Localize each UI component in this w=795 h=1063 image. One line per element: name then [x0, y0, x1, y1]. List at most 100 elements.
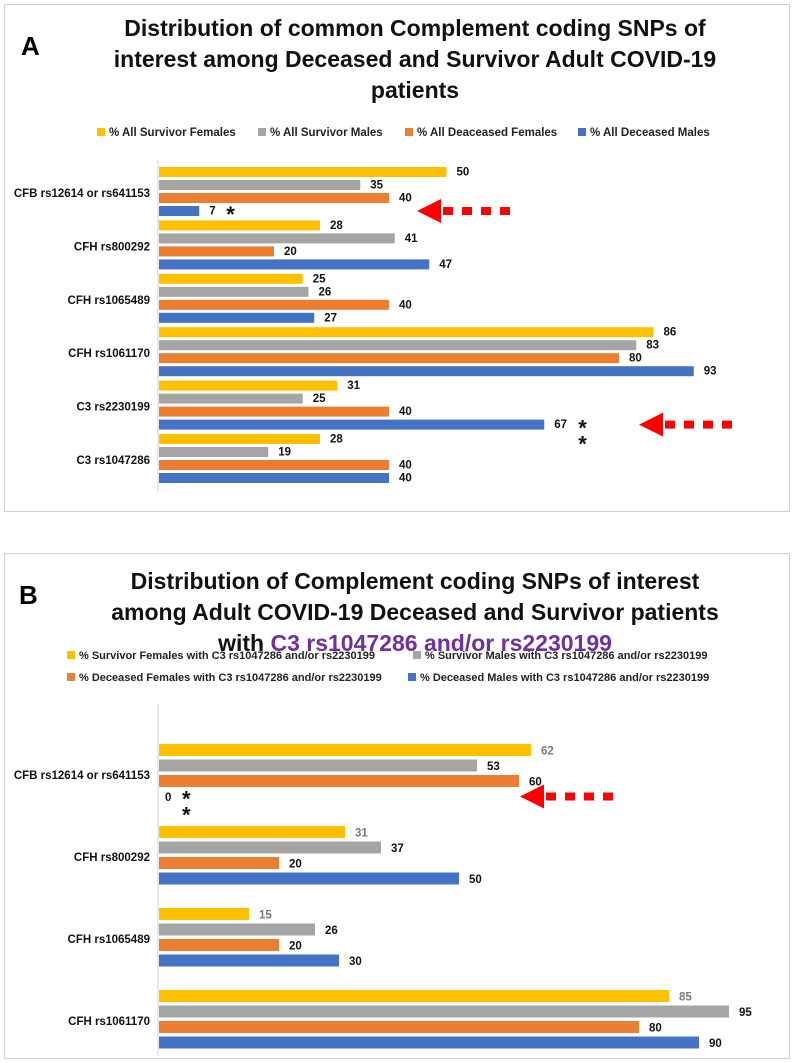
data-label: 0 — [165, 792, 171, 804]
data-label: 62 — [541, 746, 554, 758]
bar — [159, 872, 459, 885]
bar — [159, 167, 447, 177]
data-label: 20 — [289, 859, 302, 871]
data-label: 50 — [457, 167, 470, 179]
data-label: 95 — [739, 1007, 752, 1019]
legend-label: % Survivor Females with C3 rs1047286 and… — [79, 650, 375, 662]
chart-b-plot: CFB rs12614 or rs641153 62 53 60 0 CFH rs8002… — [14, 704, 752, 1056]
bar — [159, 990, 669, 1002]
legend-label: % All Deceased Males — [590, 127, 710, 139]
bar — [159, 434, 320, 444]
chart-a-plot: CFB rs12614 or rs641153 50 35 40 7 CFH rs8002… — [14, 160, 732, 492]
data-label: 25 — [313, 393, 326, 405]
data-label: 31 — [347, 380, 360, 392]
data-label: 80 — [649, 1023, 662, 1035]
legend-item: % All Survivor Males — [258, 127, 383, 139]
panel-b: B Distribution of Complement coding SNPs… — [4, 553, 790, 1059]
bar — [159, 841, 381, 854]
panel-a: A Distribution of common Complement codi… — [4, 4, 790, 512]
legend-swatch — [413, 651, 421, 659]
data-label: 25 — [313, 273, 326, 285]
data-label: 15 — [259, 910, 272, 922]
significance-asterisk: * — [578, 432, 587, 457]
data-label: 37 — [391, 843, 404, 855]
data-label: 19 — [278, 447, 291, 459]
title-line-1: Distribution of Complement coding SNPs o… — [130, 568, 700, 594]
chart-title: Distribution of Complement coding SNPs o… — [75, 566, 755, 659]
bar — [159, 923, 315, 936]
category-label: CFB rs12614 or rs641153 — [14, 770, 150, 782]
legend-item: % Deceased Females with C3 rs1047286 and… — [67, 672, 382, 684]
bar — [159, 220, 320, 231]
category-label: C3 rs1047286 — [76, 455, 150, 467]
bar — [159, 775, 519, 787]
legend-swatch — [67, 651, 75, 659]
legend-item: % All Deceased Males — [578, 127, 710, 139]
significance-asterisk: * — [226, 202, 235, 227]
data-label: 26 — [325, 925, 338, 937]
data-label: 47 — [439, 259, 452, 271]
data-label: 28 — [330, 434, 343, 446]
data-label: 30 — [349, 956, 362, 968]
data-label: 83 — [646, 340, 659, 352]
data-label: 7 — [209, 206, 215, 218]
title-prefix: with — [218, 630, 271, 656]
legend-swatch — [258, 128, 266, 136]
bar — [159, 180, 361, 190]
significance-asterisk: * — [182, 787, 191, 812]
data-label: 35 — [370, 180, 383, 192]
bar — [159, 233, 395, 244]
bar — [159, 353, 619, 364]
data-label: 40 — [399, 193, 412, 205]
bar — [159, 857, 279, 869]
bar — [159, 759, 477, 772]
legend-label: % All Survivor Females — [109, 127, 236, 139]
bar — [159, 259, 430, 270]
category-label: CFH rs800292 — [74, 241, 150, 253]
legend-item: % Survivor Males with C3 rs1047286 and/o… — [413, 650, 708, 662]
legend-swatch — [97, 128, 105, 136]
data-label: 85 — [679, 992, 692, 1004]
legend-label: % All Deaceased Females — [417, 127, 558, 139]
legend-swatch — [405, 128, 413, 136]
data-label: 20 — [284, 246, 297, 258]
category-label: CFB rs12614 or rs641153 — [14, 188, 150, 200]
bar — [159, 419, 545, 430]
bar — [159, 246, 274, 257]
data-label: 86 — [664, 327, 677, 339]
category-label: CFH rs1061170 — [68, 348, 150, 360]
panel-letter: B — [19, 580, 38, 610]
legend-item: % Survivor Females with C3 rs1047286 and… — [67, 650, 375, 662]
bar — [159, 327, 654, 338]
category-label: CFH rs800292 — [74, 852, 150, 864]
data-label: 27 — [324, 312, 337, 324]
bar — [159, 193, 389, 203]
legend-item: % All Survivor Females — [97, 127, 236, 139]
title-line-1: Distribution of common Complement coding… — [124, 15, 706, 41]
title-line-3: with C3 rs1047286 and/or rs2230199 — [75, 628, 755, 659]
bar — [159, 954, 339, 967]
category-label: CFH rs1065489 — [68, 295, 150, 307]
data-label: 40 — [399, 299, 412, 311]
bar — [159, 366, 694, 377]
bar — [159, 1036, 699, 1049]
legend-item: % All Deaceased Females — [405, 127, 557, 139]
title-line-2: among Adult COVID-19 Deceased and Surviv… — [111, 599, 719, 625]
bar — [159, 393, 303, 404]
data-label: 31 — [355, 828, 368, 840]
data-label: 90 — [709, 1038, 722, 1050]
bar — [159, 460, 389, 470]
category-label: CFH rs1061170 — [68, 1016, 150, 1028]
highlight-arrow — [417, 199, 510, 223]
data-label: 41 — [405, 233, 418, 245]
legend-label: % All Survivor Males — [270, 127, 383, 139]
legend-label: % Survivor Males with C3 rs1047286 and/o… — [425, 650, 708, 662]
bar — [159, 908, 249, 920]
bar — [159, 939, 279, 951]
data-label: 50 — [469, 874, 482, 886]
data-label: 60 — [529, 777, 542, 789]
data-label: 67 — [554, 419, 567, 431]
highlight-arrow — [520, 784, 613, 809]
data-label: 53 — [487, 761, 500, 773]
bar — [159, 406, 389, 417]
